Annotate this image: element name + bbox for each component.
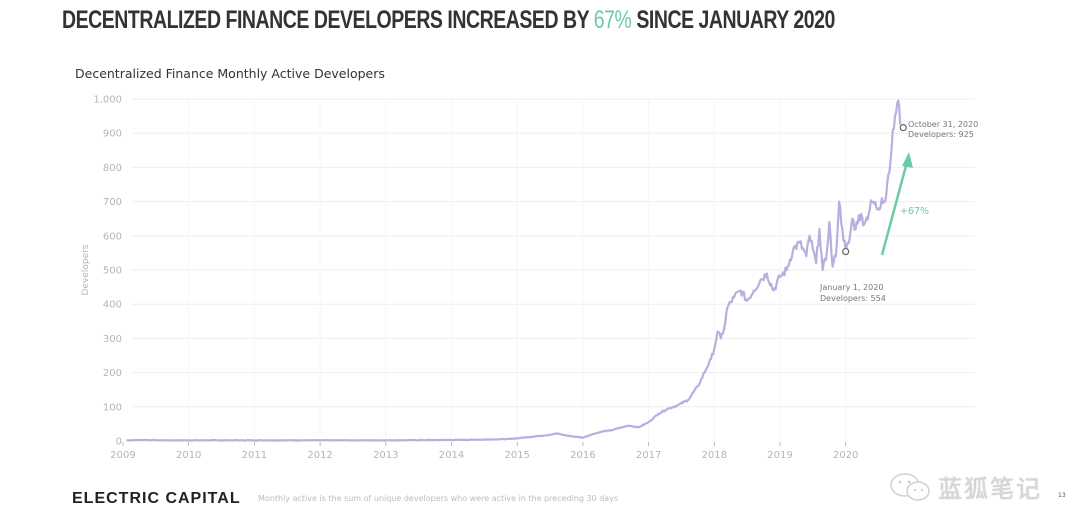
y-tick-label: 500: [103, 266, 122, 277]
y-tick-label: 200: [103, 368, 122, 379]
growth-arrow-icon: [880, 161, 909, 256]
y-tick-label: 900: [103, 129, 122, 140]
page-headline: DECENTRALIZED FINANCE DEVELOPERS INCREAS…: [62, 6, 835, 35]
x-tick-label: 2010: [176, 450, 201, 461]
x-tick-label: 2012: [307, 450, 332, 461]
annotation-oct-2020-date: October 31, 2020: [908, 120, 978, 129]
headline-accent-percent: 67%: [593, 6, 632, 34]
page-number: 13: [1058, 492, 1066, 499]
y-tick-label: 400: [103, 300, 122, 311]
y-axis-label: Developers: [81, 244, 91, 295]
x-tick-label: 2009: [110, 450, 135, 461]
x-tick-label: 2017: [636, 450, 661, 461]
y-tick-label: 300: [103, 334, 122, 345]
annotation-jan-2020-date: January 1, 2020: [819, 283, 883, 292]
chart-title: Decentralized Finance Monthly Active Dev…: [75, 66, 385, 81]
y-tick-label: 800: [103, 163, 122, 174]
wechat-icon: [890, 472, 930, 501]
y-tick-label: 0: [116, 437, 122, 448]
grid-lines: [132, 98, 975, 441]
x-tick-label: 2019: [767, 450, 792, 461]
growth-arrow-head-icon: [902, 152, 913, 168]
x-tick-label: 2011: [242, 450, 267, 461]
annotations: January 1, 2020 Developers: 554 October …: [819, 120, 978, 303]
series-line-monthly-active-developers: [126, 99, 902, 442]
x-tick-label: 2015: [504, 450, 529, 461]
annotation-marker-oct-2020: [899, 124, 907, 132]
growth-percent-label: +67%: [900, 206, 929, 217]
x-tick-label: 2020: [833, 450, 858, 461]
x-tick-label: 2013: [373, 450, 398, 461]
y-tick-label: 700: [103, 197, 122, 208]
headline-text-before: DECENTRALIZED FINANCE DEVELOPERS INCREAS…: [62, 6, 594, 34]
watermark: 蓝狐笔记: [888, 469, 1042, 504]
headline-text-after: SINCE JANUARY 2020: [631, 6, 835, 34]
annotation-marker-jan-2020: [842, 247, 850, 256]
x-axis-ticks: 2009 2010 2011 2012 2013 2014 2015 2016 2017 2018…: [110, 442, 858, 461]
watermark-text: 蓝狐笔记: [938, 475, 1042, 503]
x-tick-label: 2014: [439, 450, 464, 461]
y-tick-label: 600: [103, 231, 122, 242]
x-tick-label: 2018: [702, 450, 727, 461]
y-tick-label: 1,000: [93, 95, 122, 106]
electric-capital-logo: ELECTRIC CAPITAL: [72, 490, 241, 507]
y-tick-label: 100: [103, 402, 122, 413]
annotation-jan-2020-value: Developers: 554: [820, 294, 886, 303]
x-tick-label: 2016: [570, 450, 595, 461]
annotation-oct-2020-value: Developers: 925: [908, 130, 974, 139]
footer-note: Monthly active is the sum of unique deve…: [258, 494, 619, 503]
y-axis-ticks: 0 100 200 300 400 500 600 700 800 900 1,000: [93, 95, 122, 448]
